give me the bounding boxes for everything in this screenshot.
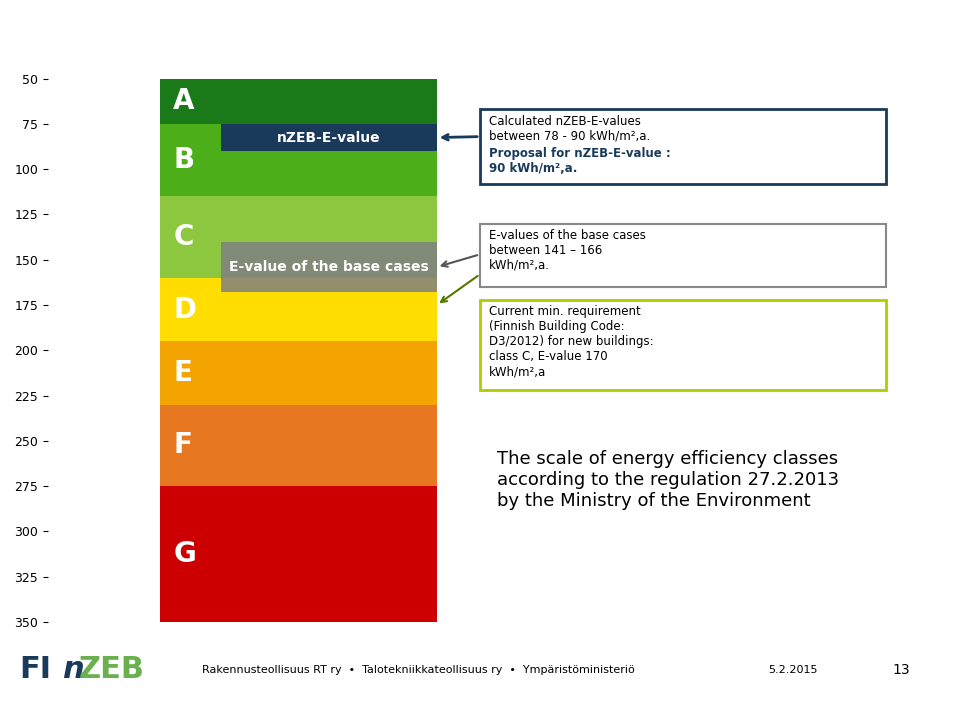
FancyBboxPatch shape [160, 341, 437, 405]
Text: E-values of the base cases
between 141 – 166
kWh/m²,a.: E-values of the base cases between 141 –… [489, 229, 645, 272]
Text: F: F [174, 431, 192, 460]
FancyBboxPatch shape [480, 109, 886, 184]
Text: Current min. requirement
(Finnish Building Code:
D3/2012) for new buildings:
cla: Current min. requirement (Finnish Buildi… [489, 305, 653, 378]
Text: 5.2.2015: 5.2.2015 [768, 665, 818, 675]
Text: E: E [174, 359, 192, 387]
Text: B: B [174, 146, 195, 174]
Text: nZEB-E-value: nZEB-E-value [277, 131, 380, 144]
FancyBboxPatch shape [160, 405, 437, 486]
FancyBboxPatch shape [221, 124, 437, 151]
FancyBboxPatch shape [480, 224, 886, 287]
Text: Rakennusteollisuus RT ry  •  Talotekniikkateollisuus ry  •  Ympäristöministeriö: Rakennusteollisuus RT ry • Talotekniikka… [202, 665, 635, 675]
FancyBboxPatch shape [480, 300, 886, 390]
Text: 13: 13 [893, 663, 910, 677]
Text: The scale of energy efficiency classes
according to the regulation 27.2.2013
by : The scale of energy efficiency classes a… [497, 450, 839, 510]
FancyBboxPatch shape [160, 79, 437, 124]
Text: FI: FI [19, 655, 51, 684]
FancyBboxPatch shape [160, 197, 437, 278]
Text: D: D [174, 295, 196, 324]
Text: A: A [174, 87, 195, 115]
FancyBboxPatch shape [160, 486, 437, 622]
Text: C: C [174, 223, 194, 251]
Text: n: n [62, 655, 84, 684]
Text: ZEB: ZEB [79, 655, 145, 684]
Text: Proposal for nZEB-E-value :
90 kWh/m²,a.: Proposal for nZEB-E-value : 90 kWh/m²,a. [489, 147, 670, 175]
Text: G: G [174, 540, 196, 568]
Text: Calculated nZEB-E-values
between 78 - 90 kWh/m²,a.: Calculated nZEB-E-values between 78 - 90… [489, 115, 650, 143]
Text: OFFICE BUILDINGS: FInZEB-E-value: OFFICE BUILDINGS: FInZEB-E-value [19, 24, 567, 51]
FancyBboxPatch shape [221, 242, 437, 292]
Text: E-value of the base cases: E-value of the base cases [228, 260, 429, 274]
FancyBboxPatch shape [160, 124, 437, 197]
FancyBboxPatch shape [160, 278, 437, 341]
